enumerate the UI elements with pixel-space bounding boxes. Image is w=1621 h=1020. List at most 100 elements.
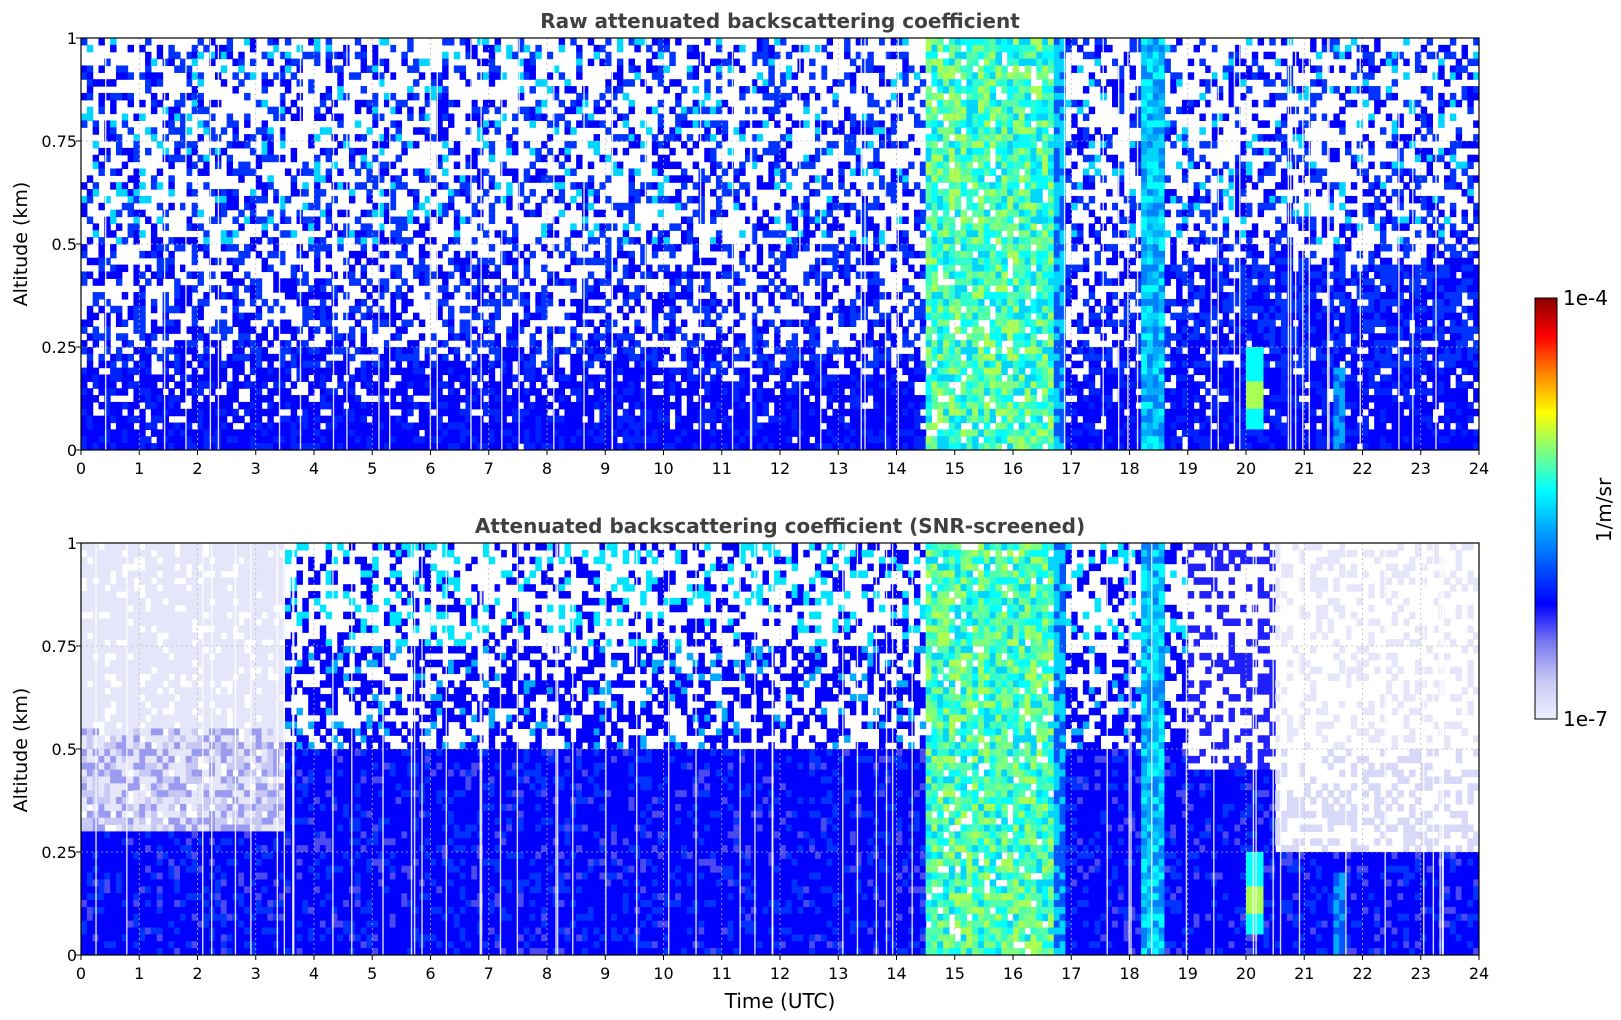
- heatmap-cell: [104, 154, 111, 163]
- heatmap-cell: [302, 189, 309, 197]
- heatmap-cell: [337, 79, 344, 87]
- heatmap-cell: [611, 429, 618, 437]
- heatmap-cell: [727, 264, 734, 273]
- heatmap-cell: [150, 127, 158, 135]
- heatmap-cell: [616, 401, 624, 410]
- heatmap-cell: [937, 58, 944, 67]
- heatmap-cell: [919, 374, 927, 382]
- heatmap-cell: [115, 264, 123, 273]
- heatmap-cell: [593, 278, 601, 286]
- heatmap-cell: [424, 347, 432, 355]
- heatmap-cell: [913, 395, 921, 403]
- heatmap-cell: [704, 65, 711, 73]
- heatmap-cell: [407, 353, 414, 362]
- heatmap-cell: [383, 374, 391, 382]
- heatmap-cell: [139, 374, 146, 382]
- heatmap-cell: [820, 353, 828, 362]
- heatmap-cell: [383, 278, 391, 286]
- heatmap-cell: [372, 141, 379, 149]
- heatmap-cell: [564, 395, 571, 403]
- heatmap-cell: [395, 154, 402, 163]
- heatmap-cell: [745, 244, 752, 252]
- heatmap-cell: [646, 347, 653, 355]
- heatmap-cell: [867, 326, 874, 334]
- heatmap-cell: [523, 209, 531, 218]
- heatmap-cell: [203, 230, 210, 238]
- heatmap-cell: [185, 429, 193, 437]
- heatmap-cell: [558, 401, 566, 410]
- heatmap-cell: [121, 161, 129, 170]
- heatmap-cell: [430, 367, 437, 376]
- heatmap-cell: [279, 285, 286, 293]
- heatmap-cell: [925, 388, 933, 396]
- heatmap-cell: [925, 182, 933, 190]
- heatmap-cell: [389, 429, 397, 437]
- heatmap-cell: [517, 367, 525, 376]
- heatmap-cell: [814, 360, 822, 369]
- heatmap-cell: [500, 250, 507, 259]
- heatmap-cell: [494, 401, 501, 410]
- heatmap-cell: [657, 244, 665, 252]
- heatmap-cell: [226, 168, 234, 176]
- heatmap-cell: [570, 141, 577, 149]
- heatmap-cell: [943, 141, 950, 149]
- heatmap-cell: [884, 79, 892, 87]
- heatmap-cell: [209, 38, 216, 46]
- heatmap-cell: [587, 271, 595, 279]
- heatmap-cell: [244, 216, 251, 224]
- heatmap-cell: [389, 175, 397, 183]
- heatmap-cell: [220, 244, 228, 252]
- heatmap-cell: [81, 120, 88, 128]
- heatmap-cell: [663, 395, 670, 403]
- heatmap-cell: [523, 298, 531, 307]
- heatmap-cell: [191, 374, 199, 382]
- heatmap-cell: [145, 340, 152, 348]
- heatmap-cell: [663, 86, 670, 94]
- heatmap-cell: [156, 99, 164, 108]
- heatmap-cell: [675, 388, 682, 396]
- heatmap-cell: [849, 381, 857, 389]
- heatmap-cell: [727, 353, 734, 362]
- heatmap-cell: [477, 58, 484, 67]
- heatmap-cell: [372, 408, 379, 417]
- heatmap-cell: [139, 353, 146, 362]
- heatmap-cell: [378, 230, 385, 238]
- heatmap-cell: [145, 374, 152, 382]
- heatmap-cell: [762, 86, 769, 94]
- heatmap-cell: [902, 65, 909, 73]
- heatmap-cell: [354, 134, 362, 142]
- heatmap-cell: [925, 120, 933, 128]
- heatmap-cell: [104, 120, 111, 128]
- heatmap-cell: [290, 429, 298, 437]
- heatmap-cell: [314, 161, 321, 170]
- heatmap-cell: [372, 58, 379, 67]
- heatmap-cell: [948, 154, 956, 163]
- heatmap-cell: [372, 44, 379, 53]
- heatmap-cell: [529, 113, 536, 121]
- heatmap-cell: [925, 237, 933, 245]
- heatmap-cell: [203, 422, 210, 430]
- heatmap-cell: [104, 347, 111, 355]
- heatmap-cell: [180, 422, 187, 430]
- heatmap-cell: [249, 58, 257, 67]
- heatmap-cell: [541, 230, 548, 238]
- heatmap-cell: [523, 415, 531, 424]
- heatmap-cell: [360, 408, 368, 417]
- heatmap-cell: [506, 257, 513, 266]
- heatmap-cell: [547, 51, 554, 60]
- heatmap-cell: [721, 429, 729, 437]
- heatmap-cell: [273, 429, 280, 437]
- heatmap-cell: [954, 65, 962, 73]
- heatmap-cell: [768, 168, 775, 176]
- heatmap-cell: [576, 408, 583, 417]
- heatmap-cell: [902, 79, 909, 87]
- heatmap-cell: [721, 388, 729, 396]
- heatmap-cell: [844, 429, 851, 437]
- heatmap-cell: [587, 237, 595, 245]
- heatmap-cell: [168, 360, 175, 369]
- heatmap-cell: [733, 278, 740, 286]
- heatmap-cell: [407, 360, 414, 369]
- heatmap-cell: [360, 230, 368, 238]
- heatmap-cell: [145, 38, 152, 46]
- heatmap-cell: [500, 429, 507, 437]
